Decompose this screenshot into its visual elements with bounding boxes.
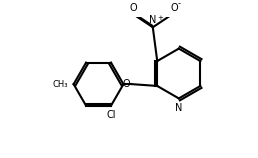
- Text: N: N: [175, 103, 182, 113]
- Text: +: +: [157, 15, 163, 21]
- Text: O: O: [130, 3, 137, 13]
- Text: Cl: Cl: [106, 110, 116, 120]
- Text: O: O: [122, 79, 130, 89]
- Text: N: N: [149, 15, 157, 25]
- Text: O: O: [171, 3, 178, 13]
- Text: -: -: [178, 0, 181, 8]
- Text: CH₃: CH₃: [53, 80, 68, 89]
